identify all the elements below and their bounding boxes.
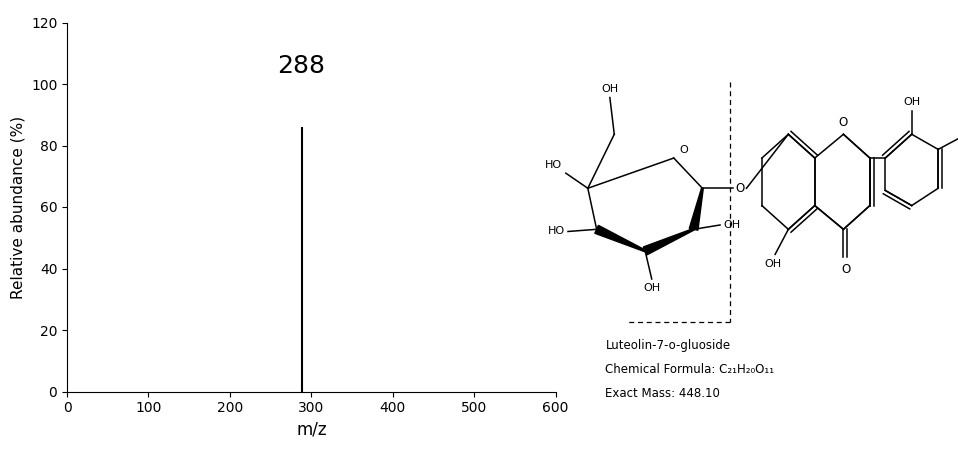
Text: OH: OH — [643, 284, 660, 293]
Text: O: O — [839, 116, 848, 129]
Text: Chemical Formula: C₂₁H₂₀O₁₁: Chemical Formula: C₂₁H₂₀O₁₁ — [605, 363, 775, 376]
Text: OH: OH — [602, 84, 619, 94]
Text: O: O — [679, 144, 688, 155]
Text: HO: HO — [545, 160, 562, 170]
Text: OH: OH — [764, 259, 782, 269]
Text: OH: OH — [723, 220, 741, 230]
Text: 288: 288 — [278, 54, 326, 78]
Text: OH: OH — [903, 97, 921, 107]
Polygon shape — [689, 188, 703, 230]
Text: Luteolin-7-o-gluoside: Luteolin-7-o-gluoside — [605, 339, 731, 352]
Text: Exact Mass: 448.10: Exact Mass: 448.10 — [605, 387, 720, 400]
Polygon shape — [595, 225, 646, 252]
Text: O: O — [735, 182, 744, 195]
Text: O: O — [841, 263, 851, 275]
Polygon shape — [643, 229, 694, 255]
X-axis label: m/z: m/z — [296, 421, 327, 439]
Y-axis label: Relative abundance (%): Relative abundance (%) — [11, 116, 26, 298]
Text: HO: HO — [548, 226, 565, 237]
